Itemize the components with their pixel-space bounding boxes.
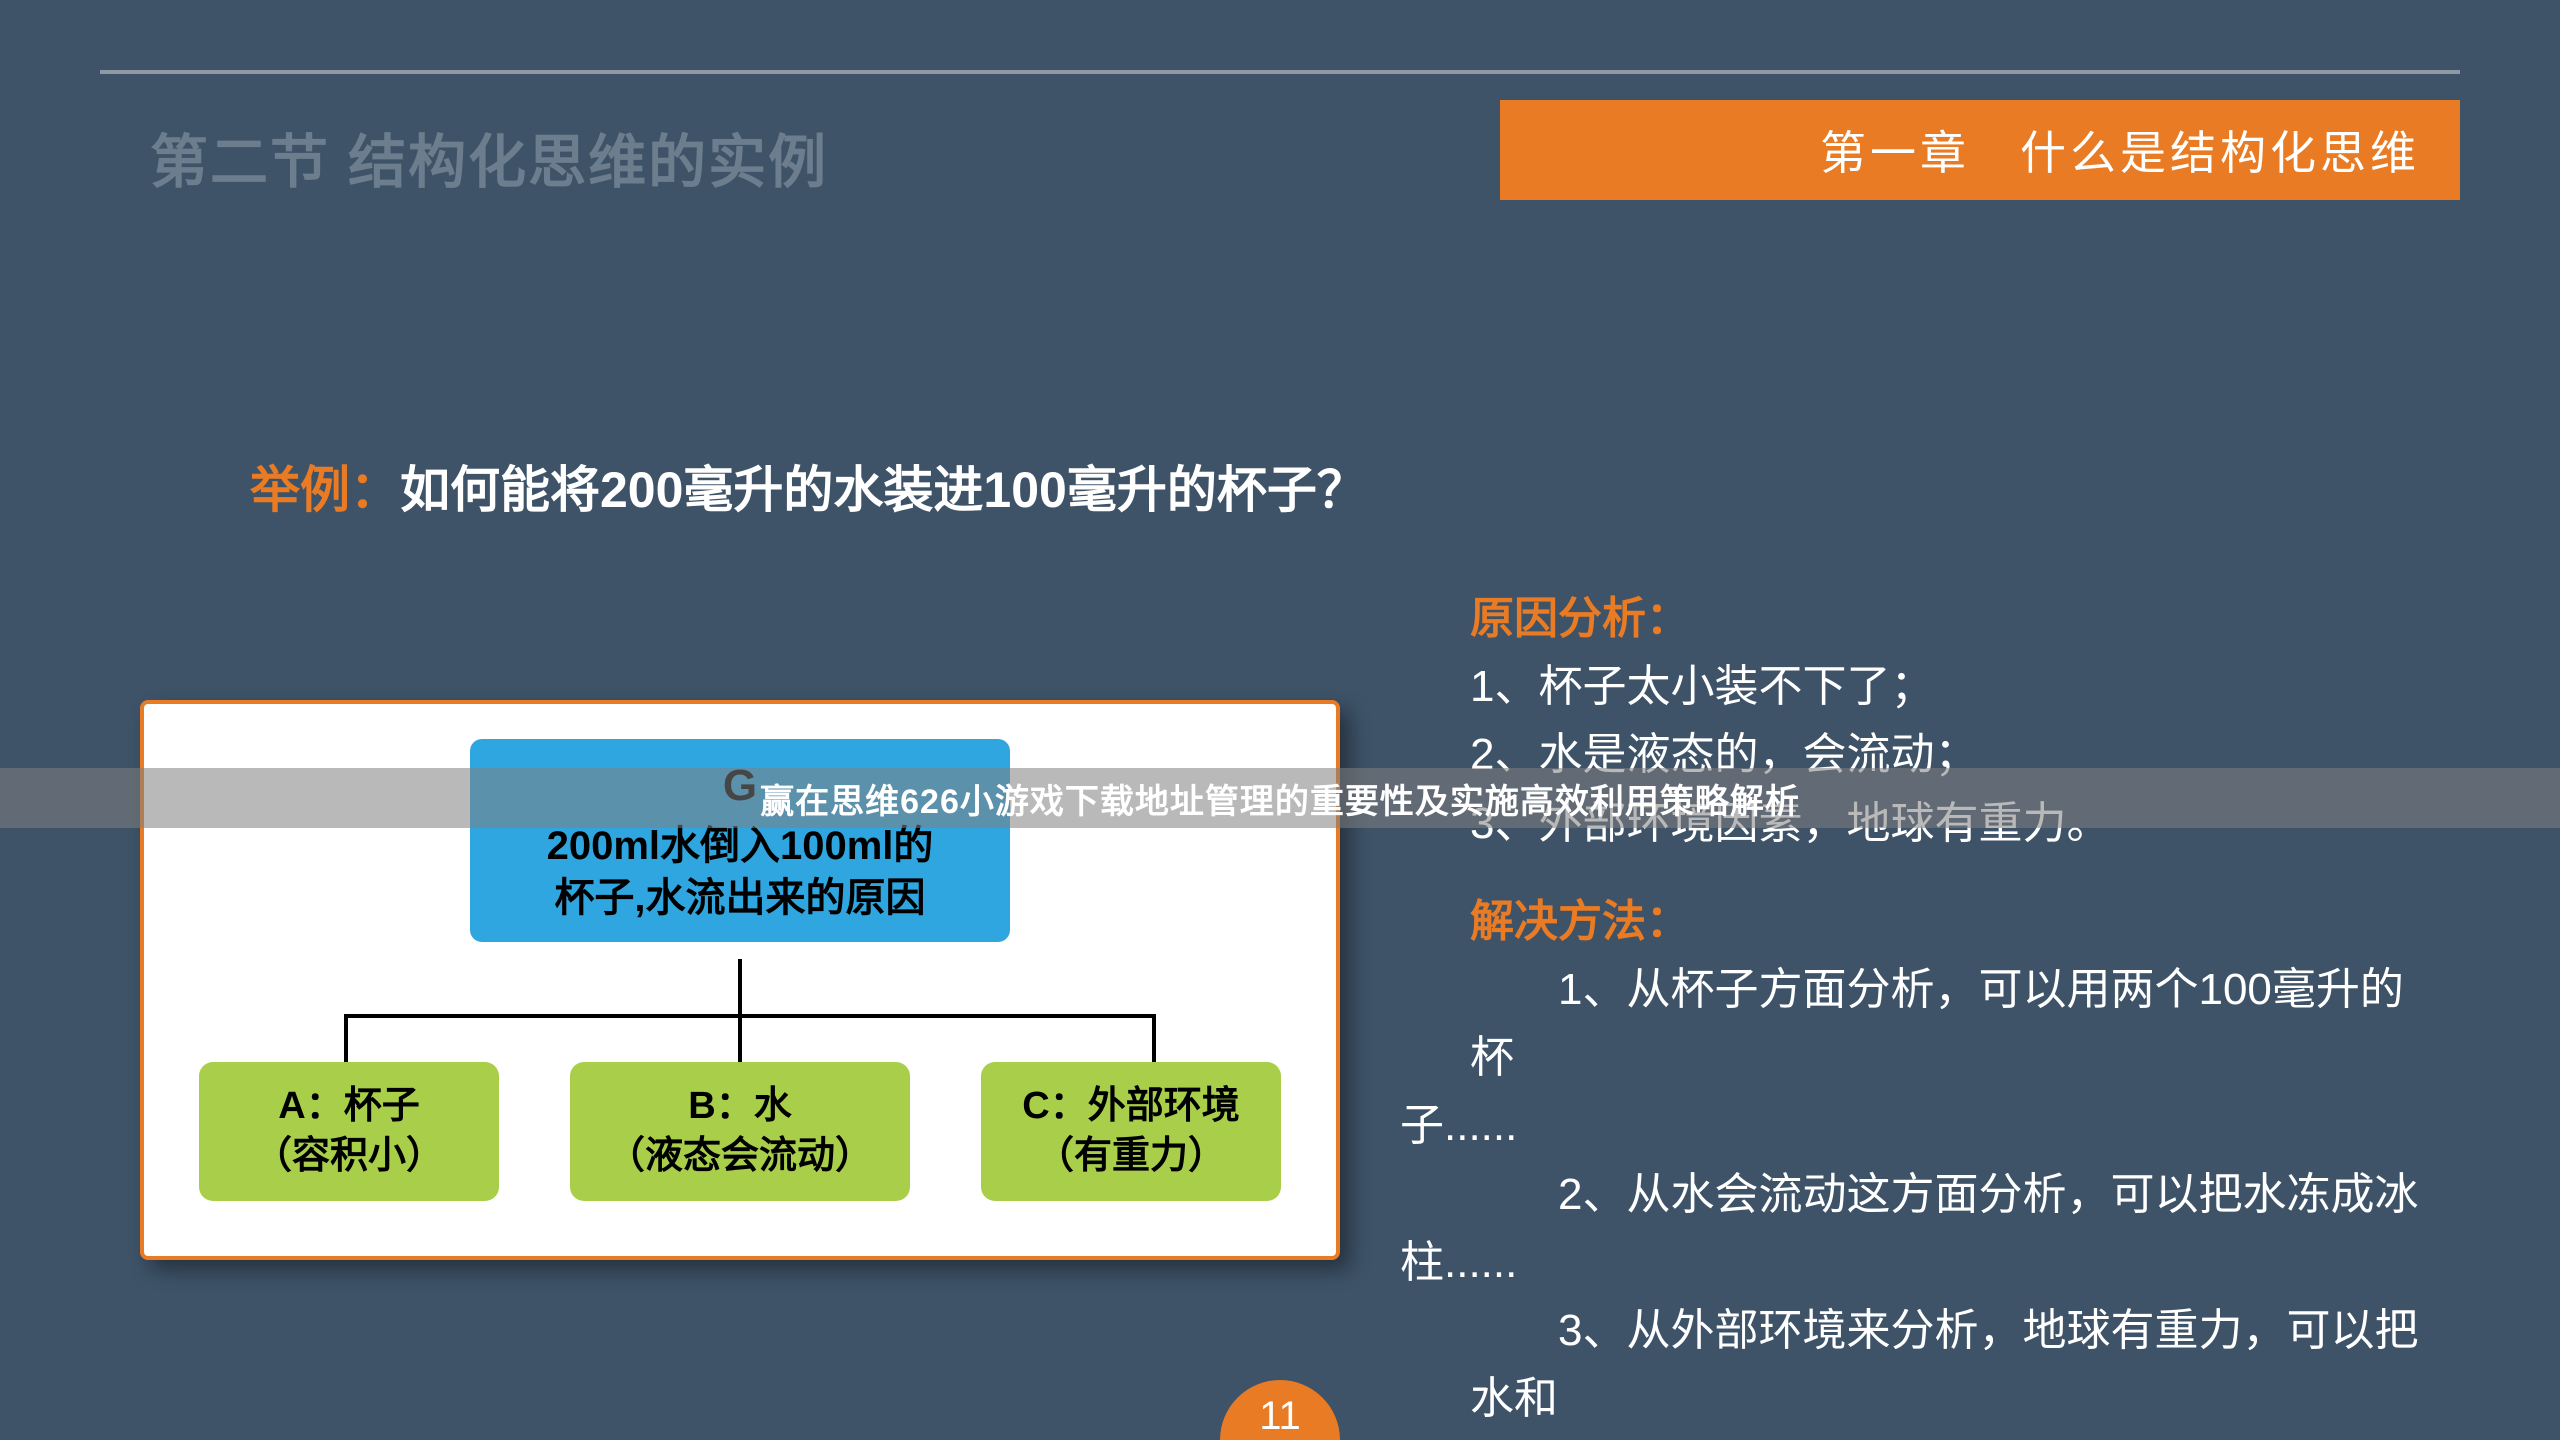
leaf-b-line2: （液态会流动） — [580, 1132, 900, 1181]
solution-1a: 1、从杯子方面分析，可以用两个100毫升的杯 — [1470, 956, 2440, 1092]
tree-root-line2: 杯子,水流出来的原因 — [494, 872, 986, 924]
solution-2b: 柱...... — [1400, 1229, 2440, 1297]
watermark-overlay: 赢在思维626小游戏下载地址管理的重要性及实施高效利用策略解析 — [0, 768, 2560, 828]
section-title: 第二节 结构化思维的实例 — [150, 115, 828, 199]
solution-2a: 2、从水会流动这方面分析，可以把水冻成冰 — [1470, 1161, 2440, 1229]
connector-stem — [738, 959, 742, 1014]
connector-bar — [344, 1014, 1156, 1018]
top-rule — [100, 70, 2460, 74]
tree-leaf-b: B：水 （液态会流动） — [570, 1062, 910, 1201]
example-text: 如何能将200毫升的水装进100毫升的杯子？ — [400, 462, 1367, 518]
solution-3b: 杯子拿到太空中...... — [1400, 1433, 2440, 1440]
solution-1b: 子...... — [1400, 1092, 2440, 1160]
solution-3a: 3、从外部环境来分析，地球有重力，可以把水和 — [1470, 1297, 2440, 1433]
analysis-heading-1: 原因分析： — [1470, 585, 2440, 653]
leaf-b-line1: B：水 — [580, 1082, 900, 1131]
chapter-banner: 第一章 什么是结构化思维 — [1500, 100, 2460, 200]
page-number-badge: 11 — [1220, 1380, 1340, 1440]
tree-leaf-c: C：外部环境 （有重力） — [981, 1062, 1281, 1201]
example-line: 举例：如何能将200毫升的水装进100毫升的杯子？ — [250, 450, 1367, 522]
analysis-column: 原因分析： 1、杯子太小装不下了； 2、水是液态的，会流动； 3、外部环境因素，… — [1470, 585, 2440, 1440]
watermark-text: 赢在思维626小游戏下载地址管理的重要性及实施高效利用策略解析 — [760, 774, 1800, 823]
leaf-a-line1: A：杯子 — [209, 1082, 489, 1131]
leaf-c-line2: （有重力） — [991, 1132, 1271, 1181]
slide: 第二节 结构化思维的实例 第一章 什么是结构化思维 举例：如何能将200毫升的水… — [0, 0, 2560, 1440]
chapter-banner-text: 第一章 什么是结构化思维 — [1820, 117, 2420, 183]
analysis-heading-2: 解决方法： — [1470, 888, 2440, 956]
tree-leaf-a: A：杯子 （容积小） — [199, 1062, 499, 1201]
reason-1: 1、杯子太小装不下了； — [1470, 653, 2440, 721]
page-number: 11 — [1259, 1394, 1301, 1439]
leaf-a-line2: （容积小） — [209, 1132, 489, 1181]
example-label: 举例： — [250, 462, 400, 518]
leaf-c-line1: C：外部环境 — [991, 1082, 1271, 1131]
